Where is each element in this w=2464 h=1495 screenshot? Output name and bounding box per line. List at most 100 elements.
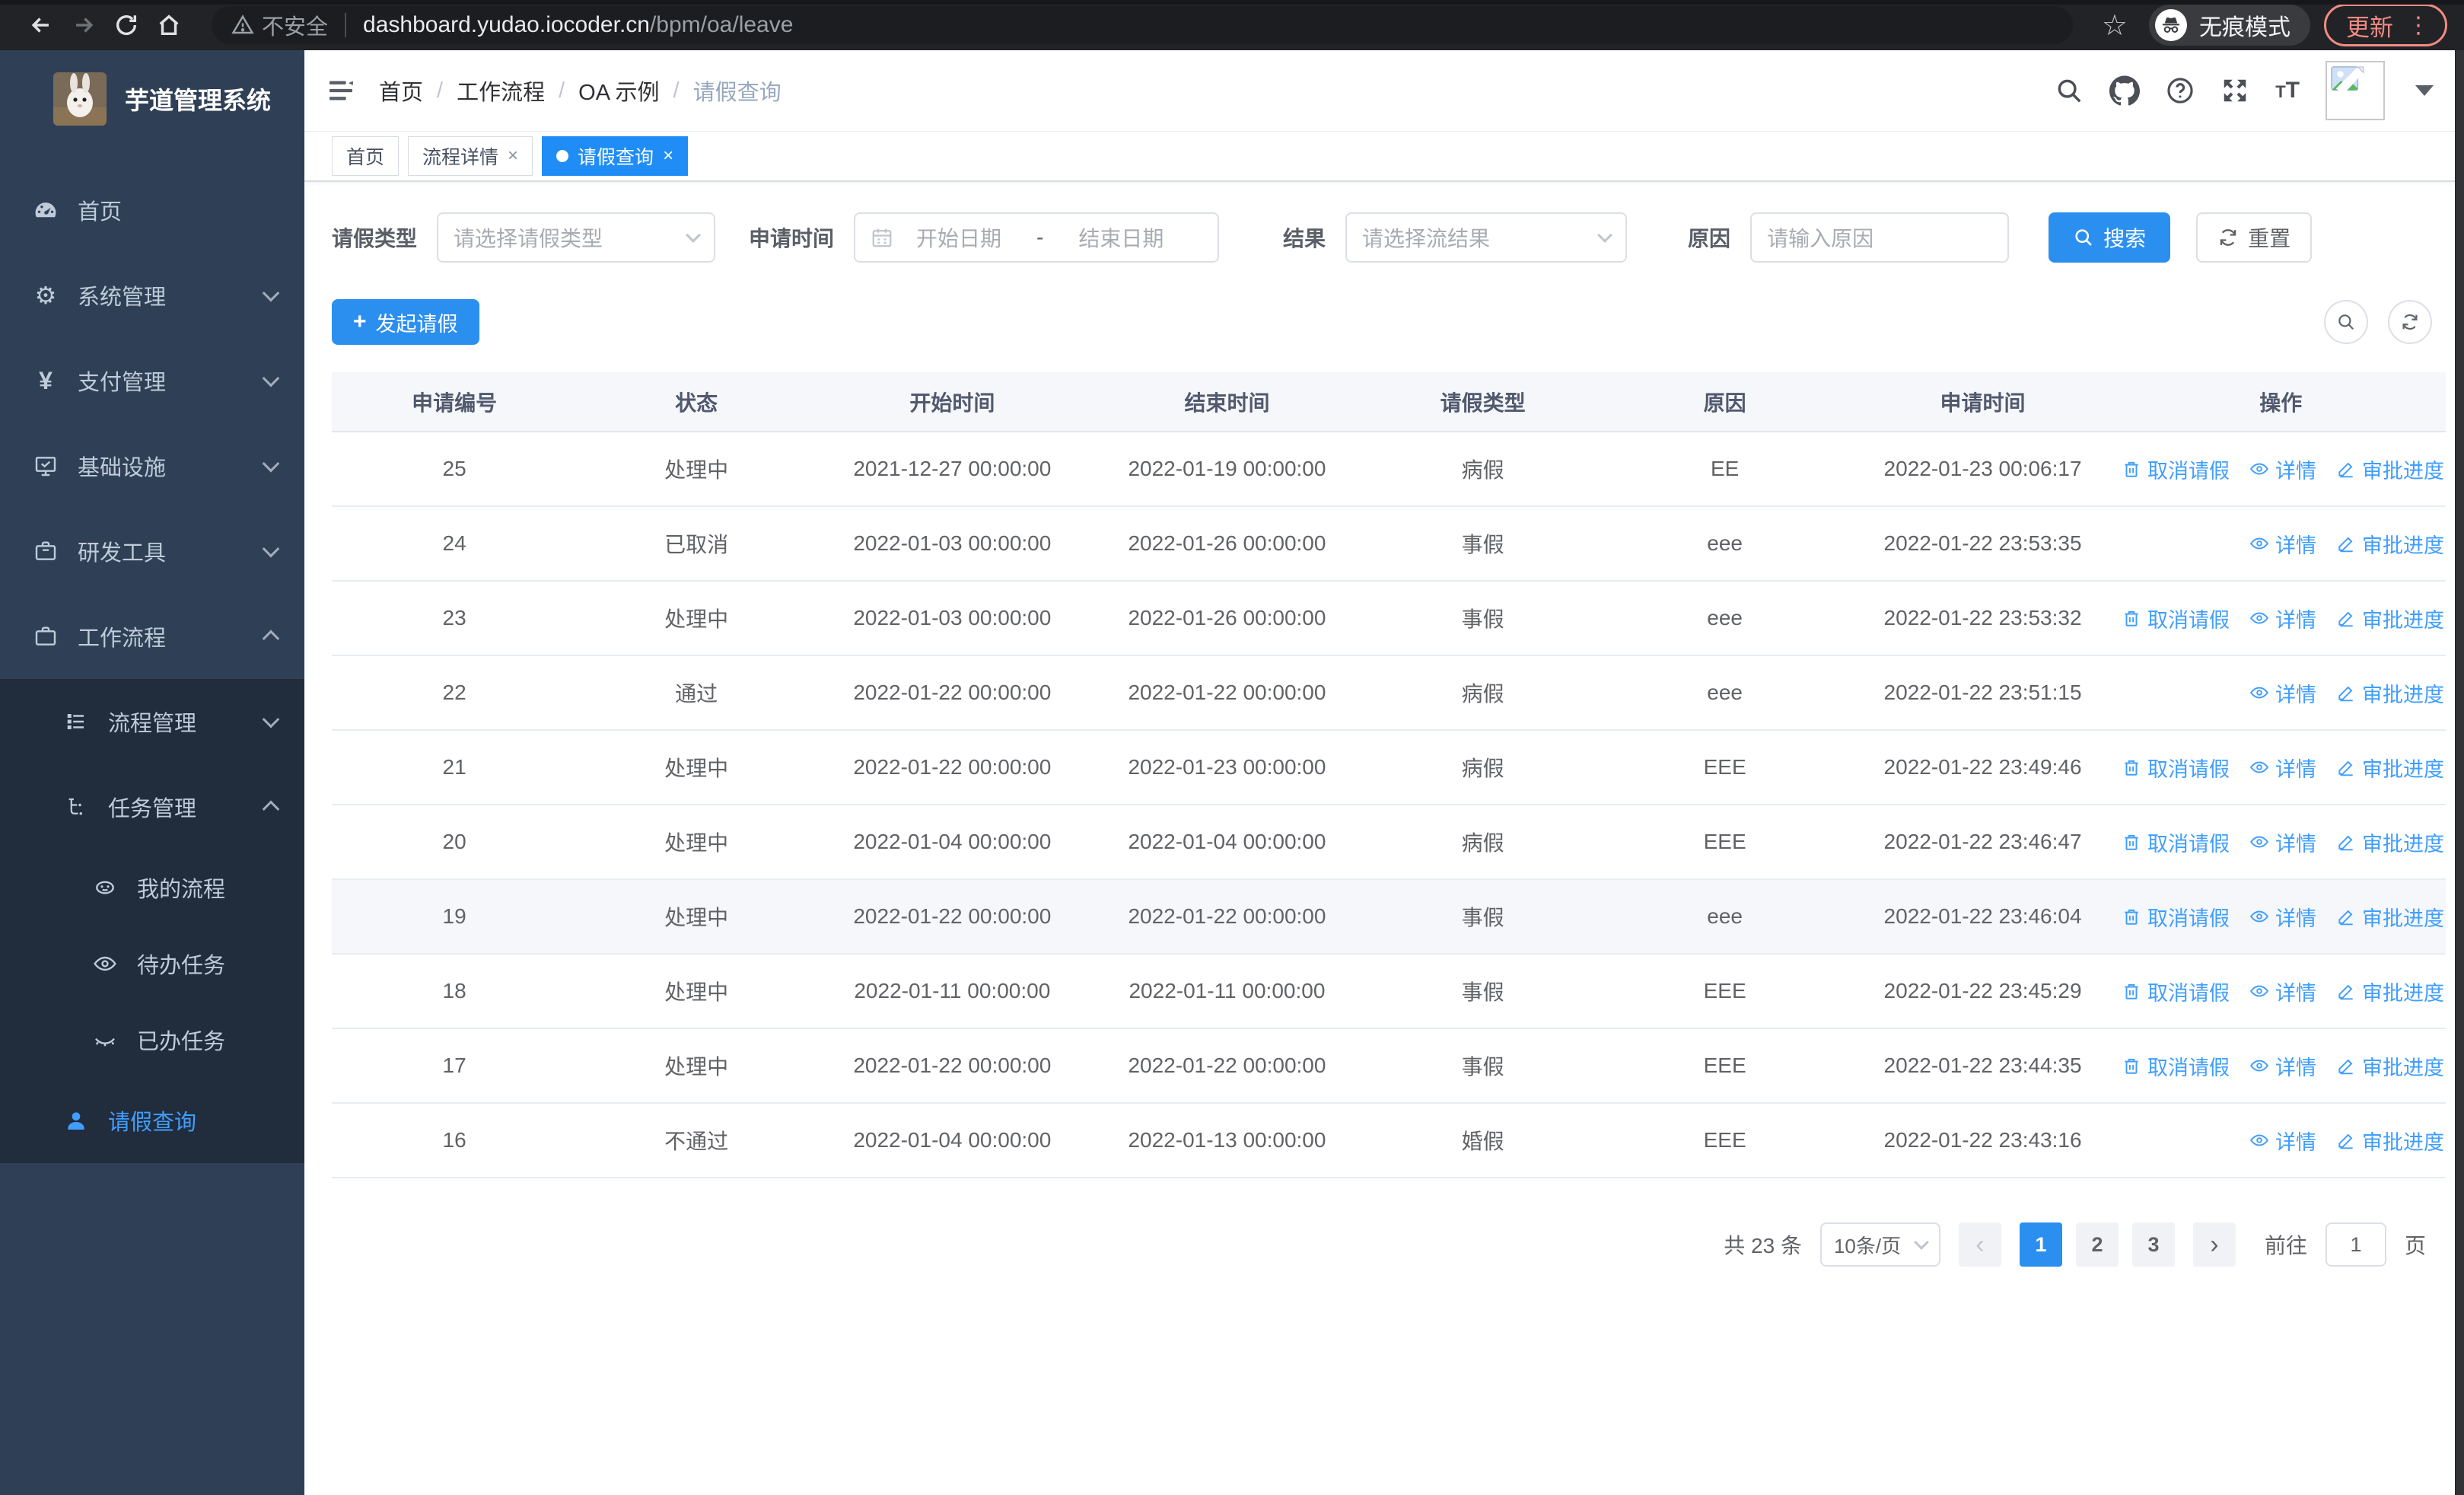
approval-progress-link[interactable]: 审批进度: [2336, 1126, 2444, 1156]
sidebar-item-workflow[interactable]: 工作流程: [0, 594, 304, 679]
table-row[interactable]: 16 不通过 2022-01-04 00:00:00 2022-01-13 00…: [332, 1103, 2446, 1178]
browser-home-button[interactable]: [148, 8, 190, 43]
table-row[interactable]: 18 处理中 2022-01-11 00:00:00 2022-01-11 00…: [332, 954, 2446, 1029]
cell-id: 24: [332, 506, 578, 582]
search-icon[interactable]: [2055, 76, 2084, 105]
reason-input[interactable]: 请输入原因: [1750, 212, 2010, 263]
sidebar-item-my-process[interactable]: 我的流程: [0, 850, 304, 926]
sidebar-item-process-mgmt[interactable]: 流程管理: [0, 679, 304, 764]
approval-progress-link[interactable]: 审批进度: [2336, 827, 2444, 857]
next-page-button[interactable]: ›: [2192, 1222, 2236, 1267]
sidebar-item-task-mgmt[interactable]: 任务管理: [0, 764, 304, 850]
goto-page-input[interactable]: 1: [2325, 1222, 2386, 1267]
eye-closed-icon: [90, 1028, 120, 1052]
page-scrollbar[interactable]: [2455, 50, 2464, 1495]
briefcase-icon: [30, 624, 61, 649]
detail-link[interactable]: 详情: [2249, 902, 2316, 932]
detail-link[interactable]: 详情: [2249, 1051, 2316, 1081]
approval-progress-link[interactable]: 审批进度: [2336, 753, 2444, 783]
page-3-button[interactable]: 3: [2131, 1222, 2175, 1267]
cancel-leave-link[interactable]: 取消请假: [2122, 604, 2230, 633]
table-row[interactable]: 19 处理中 2022-01-22 00:00:00 2022-01-22 00…: [332, 879, 2446, 955]
table-row[interactable]: 24 已取消 2022-01-03 00:00:00 2022-01-26 00…: [332, 506, 2446, 582]
font-size-icon[interactable]: TT: [2275, 78, 2300, 103]
sidebar-collapse-icon[interactable]: [320, 69, 362, 112]
page-size-select[interactable]: 10条/页: [1819, 1222, 1940, 1267]
row-actions: 取消请假 详情 审批进度: [2116, 902, 2446, 932]
sidebar-item-todo-tasks[interactable]: 待办任务: [0, 926, 304, 1002]
leave-type-select[interactable]: 请选择请假类型: [437, 212, 716, 263]
sidebar-item-system[interactable]: ⚙ 系统管理: [0, 253, 304, 338]
github-icon[interactable]: [2109, 75, 2141, 106]
tab-process-detail[interactable]: 流程详情 ×: [408, 136, 533, 176]
approval-progress-link[interactable]: 审批进度: [2336, 454, 2444, 484]
table-row[interactable]: 17 处理中 2022-01-22 00:00:00 2022-01-22 00…: [332, 1028, 2446, 1104]
cancel-leave-link[interactable]: 取消请假: [2122, 454, 2230, 484]
cancel-leave-link[interactable]: 取消请假: [2122, 977, 2230, 1006]
refresh-table-button[interactable]: [2388, 300, 2432, 344]
detail-link[interactable]: 详情: [2249, 753, 2316, 783]
create-leave-button[interactable]: + 发起请假: [332, 299, 479, 345]
detail-link[interactable]: 详情: [2249, 977, 2316, 1006]
apply-time-range-picker[interactable]: 开始日期 - 结束日期: [854, 212, 1220, 263]
approval-progress-link[interactable]: 审批进度: [2336, 678, 2444, 708]
breadcrumb-workflow[interactable]: 工作流程: [457, 81, 546, 105]
help-icon[interactable]: [2166, 76, 2195, 105]
sidebar-item-infrastructure[interactable]: 基础设施: [0, 423, 304, 508]
detail-link[interactable]: 详情: [2249, 678, 2316, 708]
page-2-button[interactable]: 2: [2075, 1222, 2119, 1267]
detail-link[interactable]: 详情: [2249, 529, 2316, 559]
browser-reload-button[interactable]: [105, 8, 148, 43]
table-row[interactable]: 25 处理中 2021-12-27 00:00:00 2022-01-19 00…: [332, 432, 2446, 507]
fullscreen-icon[interactable]: [2220, 76, 2249, 105]
page-1-button[interactable]: 1: [2019, 1222, 2062, 1267]
sidebar-item-home[interactable]: 首页: [0, 167, 304, 253]
eye-icon: [2250, 836, 2268, 848]
browser-forward-button[interactable]: [62, 8, 105, 43]
show-search-button[interactable]: [2324, 300, 2368, 344]
detail-link[interactable]: 详情: [2249, 604, 2316, 633]
tab-home[interactable]: 首页: [332, 136, 400, 176]
browser-menu-icon[interactable]: ⋮: [2407, 12, 2430, 38]
approval-progress-link[interactable]: 审批进度: [2336, 529, 2444, 559]
detail-link[interactable]: 详情: [2249, 454, 2316, 484]
close-icon[interactable]: ×: [663, 145, 674, 166]
bookmark-star-icon[interactable]: ☆: [2101, 9, 2128, 42]
detail-link[interactable]: 详情: [2249, 1126, 2316, 1156]
approval-progress-link[interactable]: 审批进度: [2336, 604, 2444, 633]
sidebar-item-leave-query[interactable]: 请假查询: [0, 1078, 304, 1163]
tab-leave-query[interactable]: 请假查询 ×: [542, 136, 689, 176]
app-title: 芋道管理系统: [125, 87, 272, 114]
cancel-leave-link[interactable]: 取消请假: [2122, 1051, 2230, 1081]
search-button[interactable]: 搜索: [2049, 212, 2171, 263]
cancel-leave-link[interactable]: 取消请假: [2122, 827, 2230, 857]
table-row[interactable]: 22 通过 2022-01-22 00:00:00 2022-01-22 00:…: [332, 655, 2446, 731]
table-header-row: 申请编号 状态 开始时间 结束时间 请假类型 原因 申请时间 操作: [332, 372, 2446, 432]
sidebar-item-payment[interactable]: ¥ 支付管理: [0, 338, 304, 423]
address-bar[interactable]: 不安全 dashboard.yudao.iocoder.cn/bpm/oa/le…: [212, 6, 2073, 44]
sidebar-item-done-tasks[interactable]: 已办任务: [0, 1002, 304, 1078]
cancel-leave-link[interactable]: 取消请假: [2122, 902, 2230, 932]
approval-progress-link[interactable]: 审批进度: [2336, 902, 2444, 932]
sidebar-item-label: 基础设施: [78, 456, 167, 480]
avatar-caret-icon[interactable]: [2415, 85, 2434, 96]
close-icon[interactable]: ×: [508, 145, 519, 166]
browser-back-button[interactable]: [20, 8, 62, 43]
detail-link[interactable]: 详情: [2249, 827, 2316, 857]
cancel-leave-link[interactable]: 取消请假: [2122, 753, 2230, 783]
browser-update-button[interactable]: 更新 ⋮: [2324, 4, 2447, 46]
table-row[interactable]: 20 处理中 2022-01-04 00:00:00 2022-01-04 00…: [332, 805, 2446, 880]
table-row[interactable]: 21 处理中 2022-01-22 00:00:00 2022-01-23 00…: [332, 730, 2446, 805]
avatar[interactable]: [2326, 61, 2385, 120]
prev-page-button[interactable]: ‹: [1958, 1222, 2001, 1267]
security-warning[interactable]: 不安全: [231, 9, 328, 41]
approval-progress-link[interactable]: 审批进度: [2336, 977, 2444, 1006]
approval-progress-link[interactable]: 审批进度: [2336, 1051, 2444, 1081]
cell-end: 2022-01-26 00:00:00: [1088, 581, 1366, 656]
breadcrumb-home[interactable]: 首页: [379, 81, 424, 105]
table-row[interactable]: 23 处理中 2022-01-03 00:00:00 2022-01-26 00…: [332, 581, 2446, 656]
reset-button[interactable]: 重置: [2196, 212, 2313, 263]
breadcrumb-oa-example[interactable]: OA 示例: [578, 81, 660, 105]
sidebar-item-devtools[interactable]: 研发工具: [0, 508, 304, 594]
result-select[interactable]: 请选择流结果: [1345, 212, 1628, 263]
